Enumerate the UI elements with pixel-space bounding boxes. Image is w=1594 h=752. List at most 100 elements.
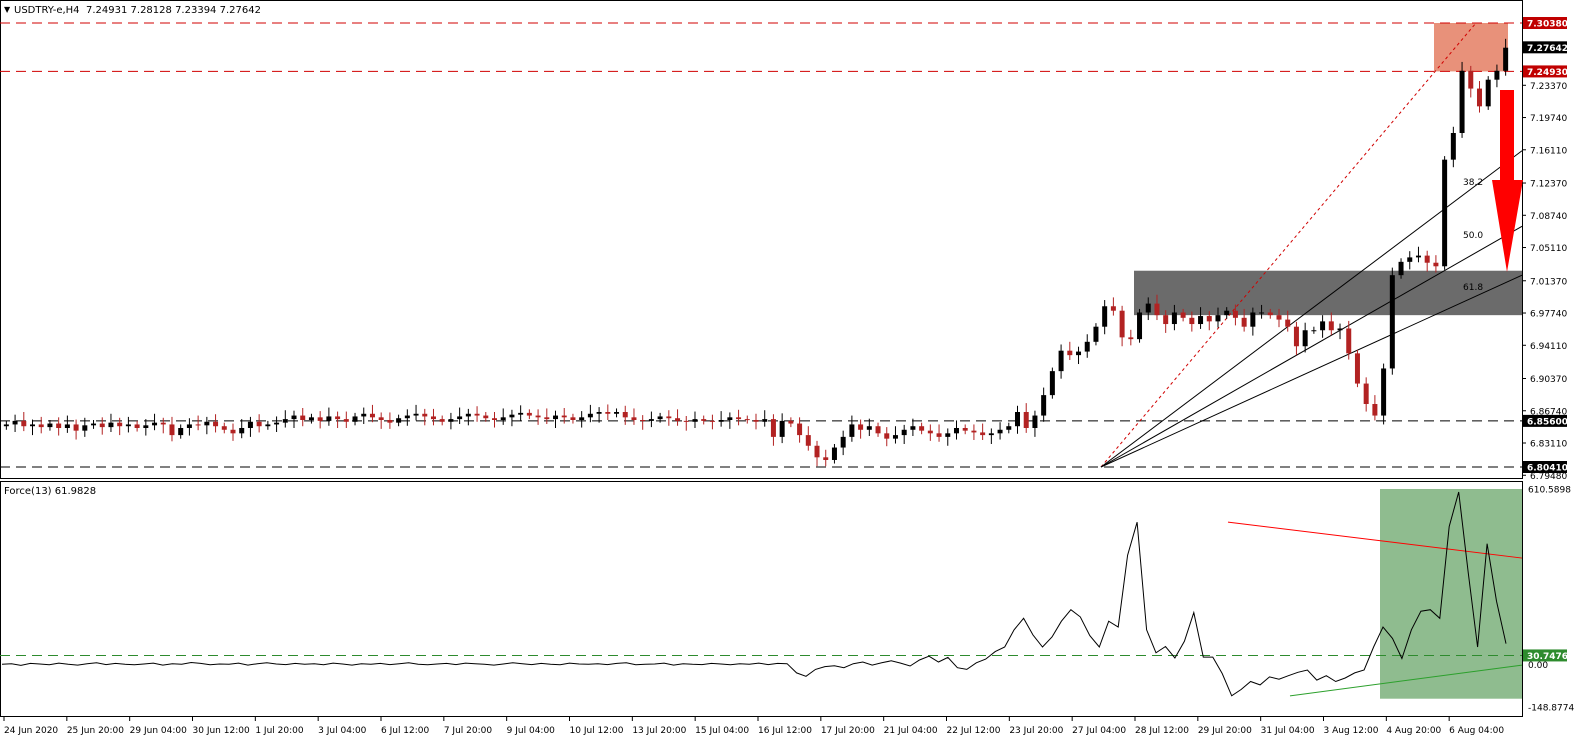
- candle: [1006, 422, 1012, 434]
- candle-body: [814, 445, 820, 458]
- candle-body: [1250, 312, 1256, 327]
- candle: [73, 419, 79, 440]
- candle-body: [134, 424, 140, 428]
- candle-body: [1363, 383, 1369, 405]
- price-label: 6.80410: [1527, 464, 1568, 474]
- x-tick-label: 1 Jul 20:00: [255, 726, 304, 736]
- candle-body: [1459, 70, 1465, 134]
- x-tick-label: 16 Jul 12:00: [758, 726, 812, 736]
- x-tick-label: 3 Jul 04:00: [318, 726, 367, 736]
- candle-body: [308, 417, 314, 420]
- candle-body: [430, 416, 436, 420]
- candle-body: [570, 417, 576, 420]
- candle: [953, 420, 959, 440]
- candle-body: [274, 422, 280, 425]
- candle-body: [1424, 255, 1430, 263]
- candle: [1023, 403, 1029, 433]
- candle: [1259, 304, 1265, 319]
- candle-body: [953, 427, 959, 434]
- candle-body: [587, 413, 593, 418]
- candle-body: [213, 421, 219, 427]
- price-label-box: [1523, 17, 1567, 29]
- candle: [535, 409, 541, 425]
- candle: [823, 449, 829, 467]
- candle-body: [831, 447, 837, 460]
- candle-body: [1354, 353, 1360, 384]
- candle: [239, 419, 245, 439]
- candle: [648, 411, 654, 428]
- candle-body: [884, 433, 890, 439]
- candle: [1433, 255, 1439, 273]
- candle-body: [99, 423, 105, 428]
- candle-body: [1372, 404, 1378, 416]
- candle-body: [631, 417, 637, 420]
- candle: [30, 419, 36, 436]
- candle-body: [1276, 315, 1282, 320]
- candle: [1267, 308, 1273, 319]
- force-line: [1, 491, 1507, 697]
- candle-body: [1119, 310, 1125, 338]
- candle: [491, 411, 497, 428]
- candle-body: [82, 425, 88, 431]
- candle: [335, 411, 341, 428]
- candle-body: [840, 436, 846, 448]
- candle-body: [457, 416, 463, 420]
- candle: [38, 416, 44, 434]
- candle: [56, 417, 62, 436]
- candle-body: [526, 412, 532, 416]
- candle-body: [1215, 315, 1221, 322]
- x-tick-label: 28 Jul 12:00: [1135, 726, 1189, 736]
- candle-body: [553, 415, 559, 420]
- candle-body: [770, 419, 776, 437]
- candle-body: [648, 419, 654, 421]
- candle-body: [265, 424, 271, 427]
- fan-line-1: [1100, 225, 1523, 468]
- candle: [1041, 387, 1047, 422]
- y-tick-label: 7.01370: [1530, 277, 1567, 287]
- candle-body: [230, 429, 236, 434]
- candle-body: [1267, 312, 1273, 316]
- candle-body: [744, 419, 750, 421]
- x-tick-label: 6 Jul 12:00: [381, 726, 430, 736]
- candle-body: [1189, 317, 1195, 325]
- candle-body: [1180, 312, 1186, 318]
- candle-body: [47, 423, 53, 428]
- candle: [779, 413, 785, 444]
- candle: [99, 417, 105, 435]
- candle-body: [683, 420, 689, 422]
- candle-body: [823, 457, 829, 460]
- candle: [1311, 326, 1317, 334]
- y-tick-label: 7.05110: [1530, 244, 1567, 254]
- candle-body: [73, 424, 79, 431]
- candle-body: [125, 424, 131, 427]
- candle-body: [12, 420, 18, 425]
- candle-body: [1049, 371, 1055, 396]
- candle-body: [962, 427, 968, 431]
- candle: [1372, 395, 1378, 421]
- y-tick-label: 6.83110: [1530, 440, 1567, 450]
- candle: [1110, 297, 1116, 316]
- candle-body: [1145, 303, 1151, 313]
- y-tick-label: 6.90370: [1530, 375, 1567, 385]
- candle-body: [117, 422, 123, 427]
- candle-body: [605, 411, 611, 414]
- candle: [125, 416, 131, 433]
- candle: [936, 424, 942, 442]
- chart-menu-triangle-icon[interactable]: ▼: [4, 5, 11, 14]
- candle: [195, 415, 201, 431]
- candle: [1407, 251, 1413, 270]
- candle: [1346, 320, 1352, 360]
- candle-body: [1259, 312, 1265, 314]
- candle-body: [1171, 312, 1177, 325]
- candle: [927, 424, 933, 441]
- x-tick-label: 10 Jul 12:00: [570, 726, 624, 736]
- candle: [1076, 346, 1082, 365]
- candle-body: [169, 424, 175, 436]
- candle: [317, 411, 323, 429]
- x-tick-label: 24 Jun 2020: [4, 726, 58, 736]
- candle-body: [1328, 321, 1334, 331]
- candle-body: [640, 419, 646, 421]
- candle-body: [509, 414, 515, 418]
- fib-label-38.2: 38.2: [1463, 178, 1483, 188]
